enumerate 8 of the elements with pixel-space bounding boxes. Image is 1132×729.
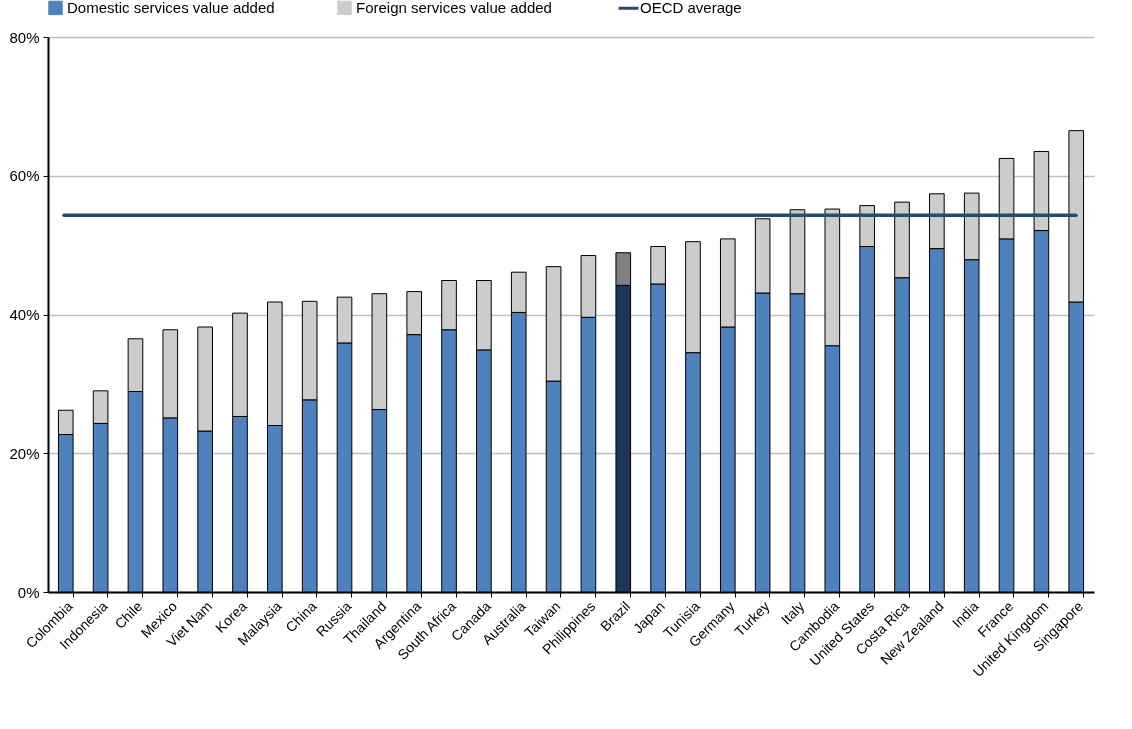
y-tick-label: 0%	[17, 583, 40, 601]
legend-label: OECD average	[640, 0, 742, 17]
y-tick-label: 60%	[9, 167, 40, 185]
legend-label: Domestic services value added	[67, 0, 275, 16]
y-tick-label: 40%	[9, 306, 40, 323]
y-tick-label: 20%	[9, 444, 40, 462]
y-tick-label: 80%	[9, 28, 40, 46]
legend-label: Foreign services value added	[356, 0, 552, 16]
